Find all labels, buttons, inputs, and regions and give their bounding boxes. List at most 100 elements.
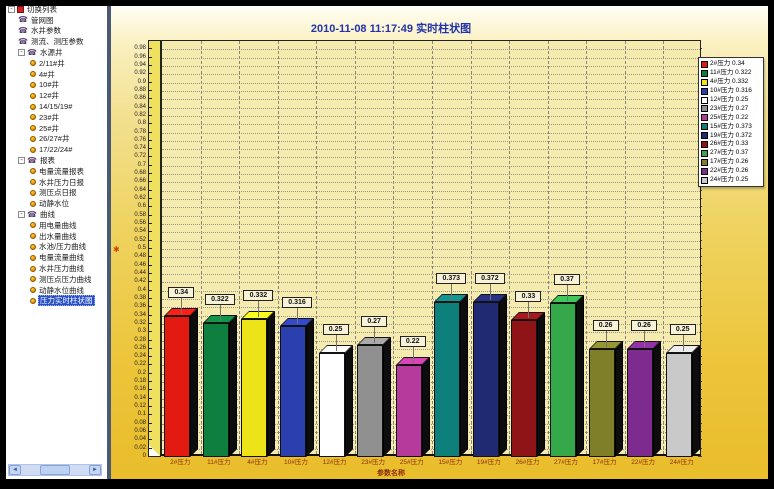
bar-10#压力[interactable] bbox=[280, 325, 306, 457]
tree-item-13[interactable]: 26/27#井 bbox=[6, 134, 107, 145]
node-ball-icon bbox=[30, 168, 36, 175]
tree-item-7[interactable]: 4#井 bbox=[6, 69, 107, 80]
y-tick-label: 0.4 bbox=[137, 286, 146, 293]
bar-27#压力[interactable] bbox=[550, 303, 576, 457]
tree-expander-icon[interactable]: - bbox=[18, 157, 25, 165]
bar-19#压力[interactable] bbox=[472, 302, 499, 457]
bar-value-label: 0.27 bbox=[361, 315, 388, 327]
tree-item-10[interactable]: 14/15/19# bbox=[6, 101, 107, 112]
tree-item-26[interactable]: 测压点压力曲线 bbox=[6, 274, 107, 285]
tree-item-15[interactable]: - ☎ 报表 bbox=[6, 155, 107, 166]
node-ball-icon bbox=[30, 243, 36, 250]
phone-icon: ☎ bbox=[18, 25, 28, 35]
tree-item-5[interactable]: - ☎ 水源井 bbox=[6, 47, 107, 58]
horizontal-gridline bbox=[162, 99, 700, 101]
vertical-gridline bbox=[393, 41, 395, 454]
horizontal-gridline bbox=[162, 273, 700, 275]
y-tick-label: 0.42 bbox=[134, 278, 146, 285]
bar-26#压力[interactable] bbox=[511, 319, 538, 457]
tree-item-16[interactable]: 电量流量报表 bbox=[6, 166, 107, 177]
tree-item-label: 动静水位 bbox=[39, 199, 69, 209]
bar-value-label: 0.26 bbox=[592, 319, 619, 331]
horizontal-gridline bbox=[162, 199, 700, 201]
tree-expander-icon[interactable]: - bbox=[18, 49, 25, 57]
bar-side-face bbox=[460, 293, 469, 457]
bar-22#压力[interactable] bbox=[627, 348, 654, 457]
x-tick-label: 17#压力 bbox=[592, 459, 617, 466]
tree-item-2[interactable]: ☎ 管网图 bbox=[6, 15, 107, 26]
x-tick-label: 26#压力 bbox=[515, 459, 540, 466]
y-tick-mark bbox=[148, 98, 152, 100]
bar-12#压力[interactable] bbox=[318, 353, 345, 457]
bar-side-face bbox=[306, 317, 314, 457]
y-tick-mark bbox=[148, 231, 152, 233]
y-tick-mark bbox=[148, 381, 152, 383]
bar-23#压力[interactable] bbox=[357, 344, 384, 457]
y-tick-label: 0.32 bbox=[134, 319, 146, 326]
bar-11#压力[interactable] bbox=[202, 323, 229, 457]
horizontal-gridline bbox=[162, 190, 700, 192]
bar-15#压力[interactable] bbox=[434, 301, 461, 457]
bar-side-face bbox=[344, 345, 353, 457]
bar-side-face bbox=[383, 336, 392, 457]
tree-expander-icon[interactable]: - bbox=[18, 211, 25, 219]
node-ball-icon bbox=[30, 114, 36, 121]
sidebar-horizontal-scrollbar[interactable]: ◄ ► bbox=[8, 464, 102, 476]
tree-expander-icon[interactable]: - bbox=[8, 6, 15, 13]
tree-item-12[interactable]: 25#井 bbox=[6, 123, 107, 134]
tree-item-28[interactable]: 压力实时柱状图 bbox=[6, 295, 107, 307]
node-ball-icon bbox=[30, 200, 36, 207]
bar-2#压力[interactable] bbox=[164, 315, 191, 457]
y-tick-mark bbox=[148, 106, 152, 108]
tree-item-9[interactable]: 12#井 bbox=[6, 90, 107, 101]
tree-item-25[interactable]: 水井压力曲线 bbox=[6, 263, 107, 274]
legend-label: 15#压力 0.373 bbox=[710, 122, 752, 130]
y-tick-mark bbox=[698, 456, 702, 457]
legend-item: 10#压力 0.316 bbox=[701, 87, 762, 96]
tree-item-24[interactable]: 电量流量曲线 bbox=[6, 252, 107, 263]
tree-item-6[interactable]: 2/11#井 bbox=[6, 58, 107, 69]
tree-item-19[interactable]: 动静水位 bbox=[6, 198, 107, 209]
tree-item-8[interactable]: 10#井 bbox=[6, 80, 107, 91]
tree-item-1[interactable]: - 切换列表 bbox=[6, 6, 107, 15]
y-tick-mark bbox=[148, 148, 152, 150]
scroll-left-button[interactable]: ◄ bbox=[9, 465, 21, 475]
horizontal-gridline bbox=[162, 432, 700, 434]
phone-icon: ☎ bbox=[18, 15, 28, 25]
tree-item-23[interactable]: 水池/压力曲线 bbox=[6, 242, 107, 253]
y-tick-label: 0.18 bbox=[134, 378, 146, 385]
tree-item-27[interactable]: 动静水位曲线 bbox=[6, 285, 107, 296]
y-tick-label: 0.58 bbox=[134, 211, 146, 218]
tree-item-3[interactable]: ☎ 水井参数 bbox=[6, 26, 107, 37]
tree-item-label: 23#井 bbox=[39, 112, 60, 122]
bar-4#压力[interactable] bbox=[241, 318, 268, 457]
y-tick-mark bbox=[148, 139, 152, 141]
bar-25#压力[interactable] bbox=[395, 365, 422, 457]
y-tick-label: 0.88 bbox=[134, 86, 146, 93]
tree-item-4[interactable]: ☎ 测流、测压参数 bbox=[6, 36, 107, 47]
y-tick-mark bbox=[148, 272, 152, 274]
y-tick-mark bbox=[148, 114, 152, 116]
y-tick-mark bbox=[148, 322, 152, 324]
legend-swatch bbox=[701, 114, 708, 122]
chart-title: 2010-11-08 11:17:49 实时柱状图 bbox=[310, 23, 472, 35]
y-tick-mark bbox=[148, 56, 152, 58]
legend-label: 23#压力 0.27 bbox=[710, 104, 749, 112]
tree-item-18[interactable]: 测压点日报 bbox=[6, 188, 107, 199]
bar-17#压力[interactable] bbox=[588, 348, 615, 457]
vertical-gridline bbox=[663, 41, 665, 454]
tree-item-label: 25#井 bbox=[39, 123, 60, 133]
tree-item-11[interactable]: 23#井 bbox=[6, 112, 107, 123]
tree-item-14[interactable]: 17/22/24# bbox=[6, 144, 107, 155]
horizontal-gridline bbox=[162, 265, 700, 267]
scrollbar-track[interactable] bbox=[21, 465, 89, 475]
tree-item-20[interactable]: - ☎ 曲线 bbox=[6, 209, 107, 220]
scroll-right-button[interactable]: ► bbox=[89, 465, 101, 475]
tree-item-21[interactable]: 用电量曲线 bbox=[6, 220, 107, 231]
scrollbar-thumb[interactable] bbox=[40, 465, 70, 475]
tree-item-22[interactable]: 出水量曲线 bbox=[6, 231, 107, 242]
tree-item-17[interactable]: 水井压力日报 bbox=[6, 177, 107, 188]
y-tick-mark bbox=[148, 456, 152, 457]
bar-24#压力[interactable] bbox=[665, 353, 692, 457]
legend-item: 4#压力 0.332 bbox=[701, 78, 762, 87]
